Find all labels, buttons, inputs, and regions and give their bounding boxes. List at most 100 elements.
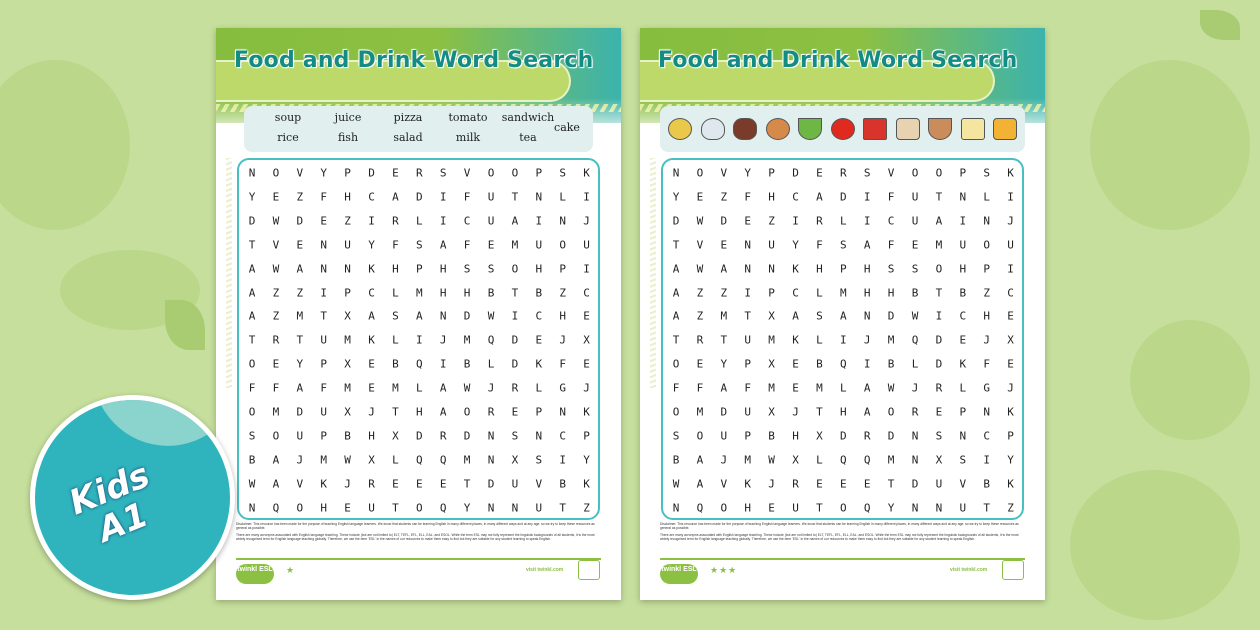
grid-letter: X [792, 453, 799, 467]
grid-letter: L [816, 333, 823, 347]
grid-letter: D [296, 405, 304, 419]
grid-letter: H [439, 262, 447, 276]
grid-letter: P [344, 286, 351, 299]
visit-link[interactable]: visit twinkl.com [526, 567, 564, 573]
grid-letter: E [839, 477, 847, 491]
grid-letter: W [672, 477, 680, 491]
grid-letter: V [720, 477, 728, 491]
grid-letter: P [535, 405, 543, 419]
grid-letter: I [511, 309, 519, 323]
grid-letter: S [559, 166, 566, 180]
grid-letter: M [768, 381, 775, 395]
grid-letter: M [935, 238, 943, 252]
grid-letter: W [463, 381, 471, 395]
rice-bowl-icon [700, 118, 725, 140]
grid-letter: E [368, 357, 375, 371]
grid-letter: N [768, 262, 775, 276]
grid-letter: T [816, 405, 823, 419]
tomato-icon [830, 118, 855, 140]
twinkl-logo: twinkl ESL [236, 564, 274, 584]
grid-letter: A [296, 381, 304, 395]
grid-letter: D [368, 166, 375, 180]
milk-carton-icon [863, 118, 887, 140]
grid-letter: R [415, 166, 423, 180]
grid-letter: E [392, 477, 399, 491]
grid-letter: H [320, 501, 327, 515]
grid-letter: U [296, 429, 304, 443]
grid-letter: N [959, 429, 967, 443]
grid-letter: M [696, 405, 704, 419]
grid-letter: Z [720, 286, 728, 299]
grid-letter: S [887, 262, 895, 276]
grid-letter: D [415, 190, 423, 204]
grid-letter: Q [696, 501, 704, 515]
grid-letter: S [439, 166, 447, 180]
grid-letter: B [463, 357, 471, 371]
grid-letter: Q [863, 453, 871, 467]
grid-letter: P [744, 429, 751, 443]
grid-letter: P [320, 429, 327, 443]
grid-letter: A [415, 309, 423, 323]
grid-letter: L [816, 453, 823, 467]
grid-letter: E [344, 501, 351, 515]
grid-letter: Y [744, 166, 751, 180]
grid-letter: S [911, 262, 919, 276]
grid-letter: U [535, 238, 543, 252]
grid-letter: X [368, 453, 375, 467]
grid-letter: A [248, 262, 256, 276]
grid-letter: W [272, 214, 280, 228]
grid-letter: I [744, 286, 751, 299]
grid-letter: D [463, 309, 471, 323]
grid-letter: M [511, 238, 519, 252]
grid-letter: A [511, 214, 519, 228]
grid-letter: W [696, 262, 704, 276]
grid-letter: K [744, 477, 751, 491]
grid-letter: A [248, 309, 256, 323]
grid-letter: Y [1007, 453, 1014, 467]
grid-letter: X [1007, 333, 1014, 347]
footer-divider [236, 558, 601, 560]
grid-letter: R [792, 477, 799, 491]
grid-letter: D [935, 333, 943, 347]
grid-letter: H [863, 262, 871, 276]
grid-letter: N [911, 501, 919, 515]
grid-letter: U [487, 214, 495, 228]
grid-letter: R [511, 381, 519, 395]
difficulty-stars: ★★★ [710, 566, 738, 576]
grid-letter: M [768, 333, 775, 347]
grid-letter: L [839, 381, 847, 395]
grid-letter: Q [863, 501, 871, 515]
grid-letter: J [792, 405, 799, 419]
grid-letter: W [911, 309, 919, 323]
grid-letter: E [320, 214, 327, 228]
grid-letter: E [768, 501, 775, 515]
grid-letter: Q [839, 357, 847, 371]
grid-letter: U [744, 405, 751, 419]
grid-letter: T [248, 238, 256, 252]
grid-letter: Z [559, 286, 566, 299]
grid-letter: J [583, 381, 590, 395]
word-item: tea [519, 131, 537, 144]
grid-letter: I [583, 262, 590, 276]
grid-letter: X [344, 309, 351, 323]
grid-letter: P [768, 166, 775, 180]
word-item: rice [277, 131, 299, 144]
grid-letter: I [368, 214, 375, 228]
grid-letter: P [768, 286, 775, 299]
grid-letter: D [839, 190, 847, 204]
grid-letter: U [320, 333, 327, 347]
bg-tomato [1130, 320, 1250, 440]
grid-letter: D [887, 429, 895, 443]
grid-letter: D [487, 477, 495, 491]
grid-letter: L [959, 381, 967, 395]
grid-letter: S [511, 429, 519, 443]
visit-link[interactable]: visit twinkl.com [950, 567, 988, 573]
grid-letter: F [887, 238, 895, 252]
grid-letter: F [272, 381, 280, 395]
grid-letter: V [720, 166, 728, 180]
word-item: sandwich [501, 111, 555, 124]
grid-letter: J [768, 477, 775, 491]
grid-letter: O [511, 166, 519, 180]
grid-letter: T [392, 405, 399, 419]
